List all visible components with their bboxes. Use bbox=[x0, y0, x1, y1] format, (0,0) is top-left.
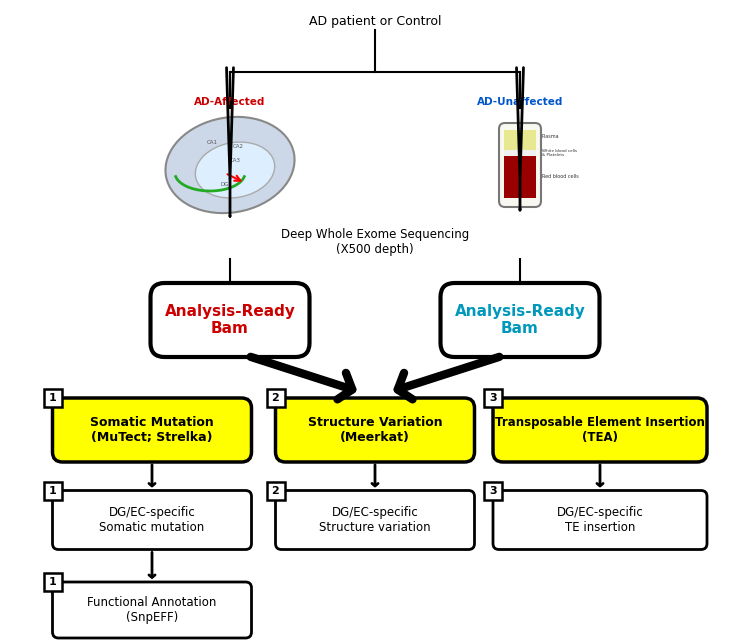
Text: Plasma: Plasma bbox=[542, 134, 560, 140]
Text: 2: 2 bbox=[272, 393, 279, 403]
FancyBboxPatch shape bbox=[151, 283, 310, 357]
Text: Deep Whole Exome Sequencing
(X500 depth): Deep Whole Exome Sequencing (X500 depth) bbox=[280, 228, 470, 256]
Ellipse shape bbox=[195, 142, 274, 198]
Text: Transposable Element Insertion
(TEA): Transposable Element Insertion (TEA) bbox=[495, 416, 705, 444]
Text: 2: 2 bbox=[272, 486, 279, 495]
FancyBboxPatch shape bbox=[499, 123, 541, 207]
Text: Functional Annotation
(SnpEFF): Functional Annotation (SnpEFF) bbox=[87, 596, 217, 624]
Text: 1: 1 bbox=[49, 393, 56, 403]
Text: DG: DG bbox=[220, 182, 230, 188]
FancyBboxPatch shape bbox=[493, 490, 707, 550]
Text: White blood cells
& Platelets: White blood cells & Platelets bbox=[542, 148, 577, 157]
Text: Structure Variation
(Meerkat): Structure Variation (Meerkat) bbox=[308, 416, 442, 444]
FancyBboxPatch shape bbox=[53, 582, 251, 638]
Text: CA2: CA2 bbox=[232, 145, 244, 150]
Text: DG/EC-specific
Structure variation: DG/EC-specific Structure variation bbox=[320, 506, 430, 534]
Bar bbox=[504, 156, 536, 198]
Bar bbox=[484, 389, 502, 407]
Bar bbox=[504, 150, 536, 156]
Text: Analysis-Ready
Bam: Analysis-Ready Bam bbox=[454, 304, 586, 336]
Bar bbox=[504, 130, 536, 150]
Text: AD patient or Control: AD patient or Control bbox=[309, 15, 441, 29]
Bar bbox=[44, 389, 62, 407]
FancyBboxPatch shape bbox=[275, 398, 475, 462]
Text: DG/EC-specific
TE insertion: DG/EC-specific TE insertion bbox=[556, 506, 644, 534]
FancyBboxPatch shape bbox=[53, 398, 251, 462]
Text: AD-Unaffected: AD-Unaffected bbox=[477, 97, 563, 107]
Ellipse shape bbox=[166, 117, 295, 213]
Bar bbox=[266, 389, 284, 407]
Text: Analysis-Ready
Bam: Analysis-Ready Bam bbox=[164, 304, 296, 336]
Text: AD-Affected: AD-Affected bbox=[194, 97, 266, 107]
Text: 3: 3 bbox=[489, 393, 496, 403]
Bar bbox=[484, 481, 502, 499]
Bar bbox=[44, 573, 62, 591]
Text: Somatic Mutation
(MuTect; Strelka): Somatic Mutation (MuTect; Strelka) bbox=[90, 416, 214, 444]
FancyBboxPatch shape bbox=[53, 490, 251, 550]
FancyBboxPatch shape bbox=[275, 490, 475, 550]
Text: 1: 1 bbox=[49, 486, 56, 495]
Text: Red blood cells: Red blood cells bbox=[542, 175, 579, 179]
Text: CA1: CA1 bbox=[206, 141, 218, 145]
Text: 1: 1 bbox=[49, 577, 56, 587]
FancyBboxPatch shape bbox=[440, 283, 599, 357]
Text: CA3: CA3 bbox=[230, 157, 241, 163]
Bar bbox=[266, 481, 284, 499]
FancyBboxPatch shape bbox=[493, 398, 707, 462]
Text: DG/EC-specific
Somatic mutation: DG/EC-specific Somatic mutation bbox=[99, 506, 205, 534]
Bar bbox=[44, 481, 62, 499]
Text: 3: 3 bbox=[489, 486, 496, 495]
